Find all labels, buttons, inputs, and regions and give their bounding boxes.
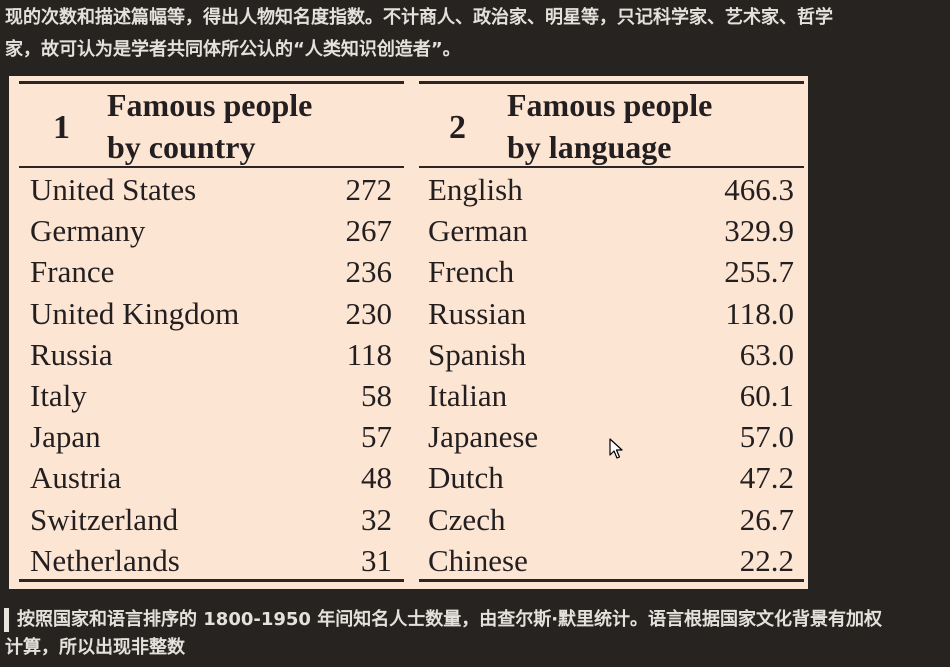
panel-number: 1 <box>53 109 70 146</box>
table-row: Dutch 47.2 <box>419 457 804 498</box>
row-value: 32 <box>361 501 392 537</box>
row-label: German <box>428 213 528 249</box>
panel-title-line-1: Famous people <box>507 87 713 123</box>
row-value: 118.0 <box>725 295 794 331</box>
row-label: Russian <box>428 295 527 331</box>
row-label: Russia <box>30 336 113 372</box>
table-row: French 255.7 <box>419 251 804 292</box>
table-row: United Kingdom 230 <box>19 293 404 334</box>
row-value: 118 <box>346 336 392 372</box>
caption-marker-bar <box>4 608 9 632</box>
bottom-rule <box>19 579 404 582</box>
table-row: Netherlands 31 <box>19 540 404 581</box>
table-row: Japan 57 <box>19 416 404 457</box>
panel-title-line-2: by country <box>107 129 256 165</box>
row-value: 63.0 <box>739 336 794 372</box>
row-label: Chinese <box>428 542 528 578</box>
mouse-pointer-icon <box>609 438 623 459</box>
row-label: Czech <box>428 501 506 537</box>
panel-title: Famous people by language <box>507 84 712 168</box>
table-row: German 329.9 <box>419 210 804 251</box>
table-row: Italian 60.1 <box>419 375 804 416</box>
table-rows: United States 272 Germany 267 France 236 Un… <box>19 169 404 581</box>
row-label: Germany <box>30 213 146 249</box>
row-value: 48 <box>361 460 392 496</box>
row-label: Japanese <box>428 419 539 455</box>
intro-line-2: 家，故可认为是学者共同体所公认的“人类知识创造者”。 <box>5 39 461 60</box>
row-label: Spanish <box>428 336 527 372</box>
row-value: 466.3 <box>724 172 794 207</box>
row-label: Switzerland <box>30 501 179 537</box>
table-row: United States 272 <box>19 169 404 210</box>
table-row: France 236 <box>19 251 404 292</box>
row-value: 272 <box>345 172 393 207</box>
panel-title-line-1: Famous people <box>107 87 313 123</box>
row-label: Italian <box>428 377 508 413</box>
row-label: Japan <box>30 419 101 455</box>
famous-people-figure: 1 Famous people by country United States… <box>9 76 808 589</box>
panel-title-line-2: by language <box>507 129 672 165</box>
row-label: Italy <box>30 377 87 413</box>
row-value: 267 <box>345 213 393 249</box>
table-row: Japanese 57.0 <box>419 416 804 457</box>
row-value: 255.7 <box>724 254 794 290</box>
table-row: Austria 48 <box>19 457 404 498</box>
row-label: United Kingdom <box>30 295 240 331</box>
table-row: Chinese 22.2 <box>419 540 804 581</box>
table-row: Italy 58 <box>19 375 404 416</box>
row-label: Dutch <box>428 460 504 496</box>
header-rule <box>19 166 404 168</box>
panel-title: Famous people by country <box>107 84 312 168</box>
intro-paragraph: 现的次数和描述篇幅等，得出人物知名度指数。不计商人、政治家、明星等，只记科学家、… <box>5 2 945 66</box>
caption-line-2: 计算，所以出现非整数 <box>5 637 185 658</box>
table-row: Russian 118.0 <box>419 293 804 334</box>
row-label: France <box>30 254 115 290</box>
table-rows: English 466.3 German 329.9 French 255.7 Rus… <box>419 169 804 581</box>
intro-line-1: 现的次数和描述篇幅等，得出人物知名度指数。不计商人、政治家、明星等，只记科学家、… <box>5 7 833 28</box>
row-value: 47.2 <box>739 460 794 496</box>
header-rule <box>419 166 804 168</box>
table-row: Czech 26.7 <box>419 499 804 540</box>
row-value: 57 <box>361 419 392 455</box>
row-label: Netherlands <box>30 542 180 578</box>
table-row: Russia 118 <box>19 334 404 375</box>
row-value: 60.1 <box>739 377 794 413</box>
caption-line-1: 按照国家和语言排序的 1800-1950 年间知名人士数量，由查尔斯·默里统计。… <box>17 609 883 630</box>
row-value: 236 <box>345 254 393 290</box>
row-label: English <box>428 172 523 207</box>
panel-number: 2 <box>449 109 466 146</box>
table-row: Spanish 63.0 <box>419 334 804 375</box>
row-value: 31 <box>361 542 392 578</box>
row-value: 58 <box>361 377 392 413</box>
table-row: Germany 267 <box>19 210 404 251</box>
panel-by-language: 2 Famous people by language English 466.3… <box>419 76 804 589</box>
row-value: 26.7 <box>739 501 794 537</box>
bottom-rule <box>419 579 804 582</box>
top-rule <box>19 81 404 84</box>
table-row: English 466.3 <box>419 169 804 210</box>
row-value: 57.0 <box>739 419 794 455</box>
row-value: 22.2 <box>739 542 794 578</box>
row-label: Austria <box>30 460 122 496</box>
row-value: 329.9 <box>724 213 794 249</box>
row-value: 230 <box>345 295 393 331</box>
row-label: French <box>428 254 515 290</box>
top-rule <box>419 81 804 84</box>
row-label: United States <box>30 172 197 207</box>
panel-by-country: 1 Famous people by country United States… <box>19 76 404 589</box>
table-row: Switzerland 32 <box>19 499 404 540</box>
figure-caption: 按照国家和语言排序的 1800-1950 年间知名人士数量，由查尔斯·默里统计。… <box>0 606 950 662</box>
